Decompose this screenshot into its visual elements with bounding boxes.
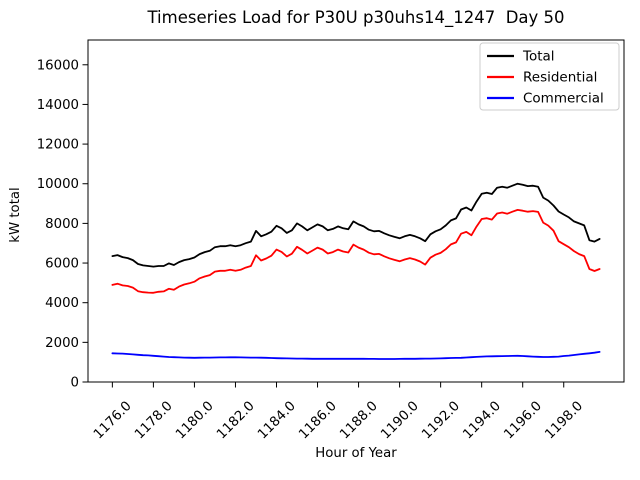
y-tick-label: 10000 <box>37 177 79 192</box>
y-tick-label: 16000 <box>37 58 79 73</box>
y-tick-label: 4000 <box>45 296 79 311</box>
legend: Total Residential Commercial <box>479 42 620 111</box>
y-tick-label: 0 <box>71 376 79 391</box>
legend-box <box>479 42 620 111</box>
total-line <box>111 182 601 268</box>
y-tick-label: 8000 <box>45 217 79 232</box>
y-axis: 0 2000 4000 6000 8000 10000 12000 14000 16000 <box>37 58 88 391</box>
y-tick-label: 2000 <box>45 336 79 351</box>
y-tick-label: 12000 <box>37 138 79 153</box>
y-tick-label: 6000 <box>45 257 79 272</box>
legend-label-total: Total <box>522 49 555 65</box>
plot-border <box>87 39 625 383</box>
residential-line <box>111 208 601 294</box>
y-tick-label: 14000 <box>37 98 79 113</box>
commercial-line <box>111 350 601 360</box>
legend-label-commercial: Commercial <box>523 91 604 107</box>
x-axis-label: Hour of Year <box>315 446 397 461</box>
chart-title: Timeseries Load for P30U p30uhs14_1247 D… <box>146 8 564 28</box>
legend-label-residential: Residential <box>523 70 597 86</box>
y-axis-label: kW total <box>8 187 23 242</box>
